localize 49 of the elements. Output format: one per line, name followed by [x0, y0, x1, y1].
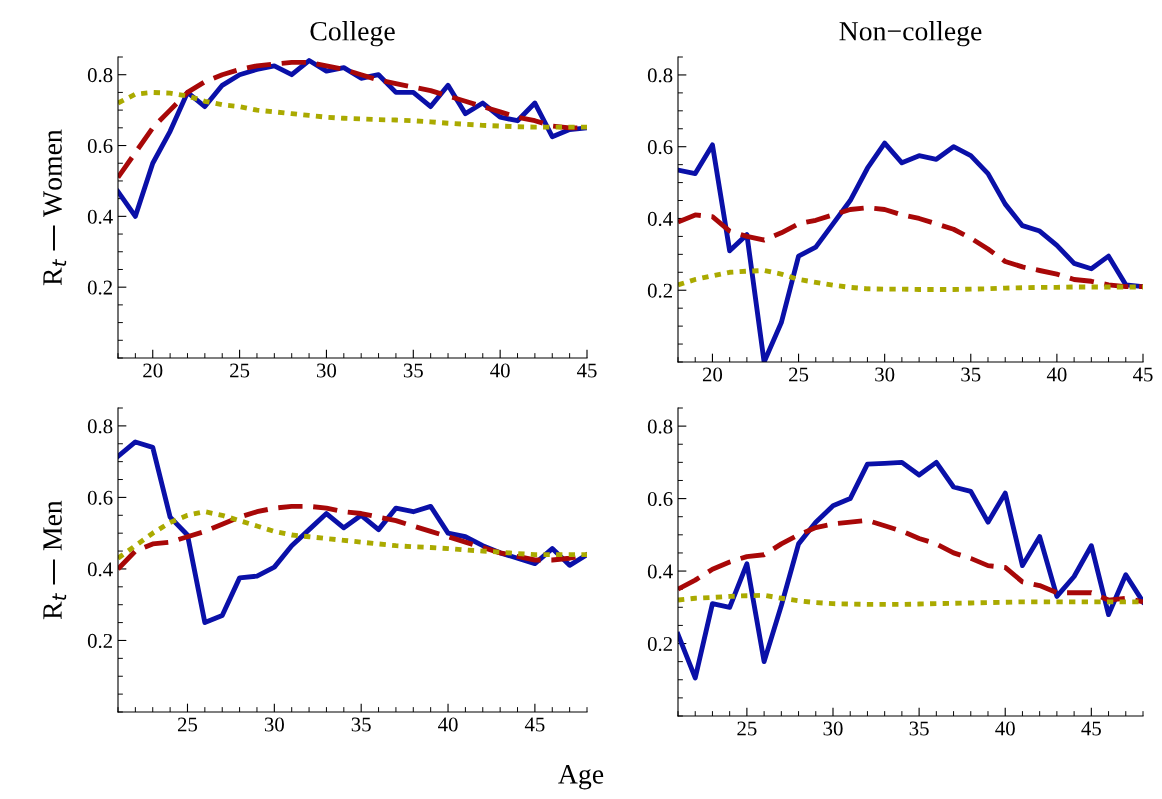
line-series [678, 517, 1143, 605]
line-series [678, 268, 1143, 292]
x-tick-label: 40 [438, 717, 458, 732]
y-tick-label: 0.2 [647, 636, 672, 652]
line-series [118, 509, 587, 561]
x-tick-label: 40 [995, 721, 1015, 736]
x-tick-label: 40 [1046, 367, 1067, 382]
y-tick-label: 0.2 [87, 633, 112, 648]
x-tick-label: 30 [317, 363, 337, 378]
x-tick-label: 25 [177, 717, 198, 732]
line-series [678, 205, 1143, 290]
y-tick-label: 0.2 [87, 280, 112, 295]
x-axis-title: Age [558, 765, 604, 790]
x-tick-label: 45 [1132, 367, 1153, 382]
chart-title: Non−college [839, 21, 982, 47]
y-tick-label: 0.6 [87, 490, 113, 505]
x-tick-label: 20 [702, 367, 723, 382]
y-axis-title: R$_{t}$ — Women [43, 129, 67, 286]
x-tick-label: 45 [576, 363, 597, 378]
y-tick-label: 0.4 [647, 564, 673, 579]
y-tick-label: 0.8 [87, 68, 113, 83]
line-series [678, 459, 1143, 681]
chart-title: College [310, 21, 395, 47]
y-tick-label: 0.8 [647, 419, 673, 434]
x-tick-label: 35 [403, 363, 423, 378]
x-tick-label: 35 [961, 367, 981, 382]
x-tick-label: 30 [264, 717, 284, 732]
y-axis-title: R$_{t}$ — Men [43, 500, 67, 620]
y-tick-label: 0.4 [87, 562, 113, 577]
y-tick-label: 0.6 [647, 140, 673, 155]
x-tick-label: 25 [737, 721, 757, 736]
x-tick-label: 45 [524, 717, 545, 732]
x-tick-label: 35 [351, 717, 371, 732]
x-tick-label: 40 [490, 363, 510, 378]
line-series [118, 89, 587, 130]
x-tick-label: 30 [823, 721, 843, 736]
x-tick-label: 20 [143, 363, 163, 378]
y-tick-label: 0.4 [87, 209, 113, 224]
x-tick-label: 30 [875, 367, 895, 382]
y-tick-label: 0.4 [647, 211, 673, 226]
y-tick-label: 0.6 [647, 491, 673, 507]
y-tick-label: 0.8 [647, 68, 673, 83]
x-tick-label: 45 [1081, 721, 1101, 736]
x-tick-label: 35 [909, 721, 929, 736]
y-tick-label: 0.8 [87, 419, 113, 434]
y-tick-label: 0.6 [87, 138, 113, 154]
x-tick-label: 25 [230, 363, 250, 378]
x-tick-label: 25 [789, 367, 809, 382]
y-tick-label: 0.2 [647, 283, 672, 298]
